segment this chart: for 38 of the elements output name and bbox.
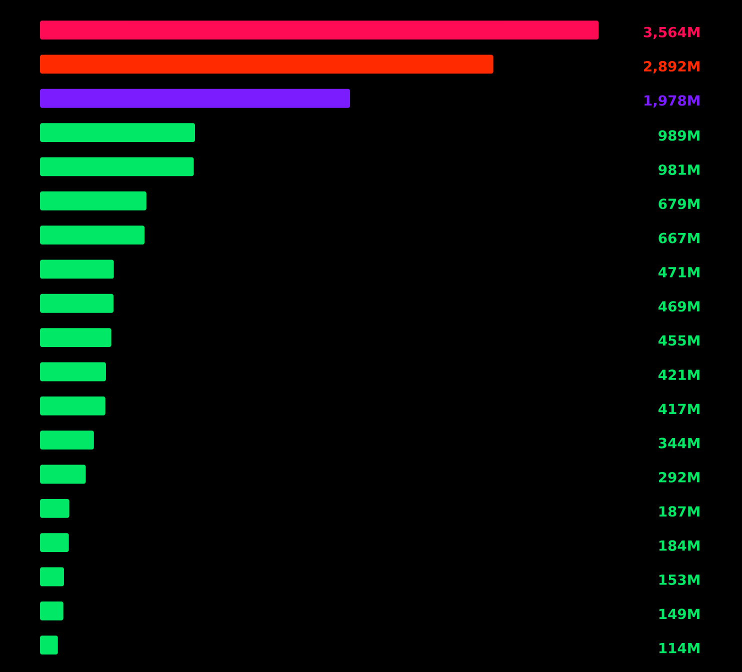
bar: [40, 396, 106, 416]
data-label: 679M: [658, 198, 700, 210]
bar: [40, 260, 114, 279]
data-label: 292M: [658, 472, 700, 482]
data-label: 187M: [659, 506, 700, 517]
data-label: 667M: [658, 232, 700, 244]
data-label: 149M: [659, 608, 700, 620]
data-label: 417M: [658, 404, 700, 414]
bar: [40, 498, 70, 518]
bar: [40, 567, 64, 586]
data-label: 2,892M: [644, 60, 700, 74]
data-label: 3,564M: [644, 26, 700, 40]
bar: [40, 294, 114, 313]
data-label: 989M: [658, 130, 700, 141]
data-label: 469M: [658, 301, 700, 312]
data-label: 1,978M: [644, 95, 700, 108]
data-label: 471M: [658, 267, 700, 278]
bar: [40, 191, 146, 210]
bar: [40, 88, 350, 108]
bar: [40, 362, 106, 382]
bar: [40, 157, 194, 176]
data-label: 184M: [659, 540, 700, 551]
bar: [40, 533, 69, 552]
bar: [40, 430, 94, 450]
data-label: 421M: [658, 369, 700, 380]
data-label: 344M: [658, 438, 700, 448]
data-label: 153M: [659, 574, 700, 585]
bar: [40, 328, 112, 347]
data-label: 455M: [658, 335, 700, 346]
bar: [40, 636, 58, 654]
bar: [40, 20, 599, 40]
data-label: 981M: [658, 164, 700, 175]
bar: [40, 54, 494, 74]
data-label: 114M: [659, 642, 700, 654]
bar: [40, 464, 86, 484]
bar: [40, 601, 64, 620]
bar: [40, 226, 145, 244]
bar: [40, 123, 196, 142]
